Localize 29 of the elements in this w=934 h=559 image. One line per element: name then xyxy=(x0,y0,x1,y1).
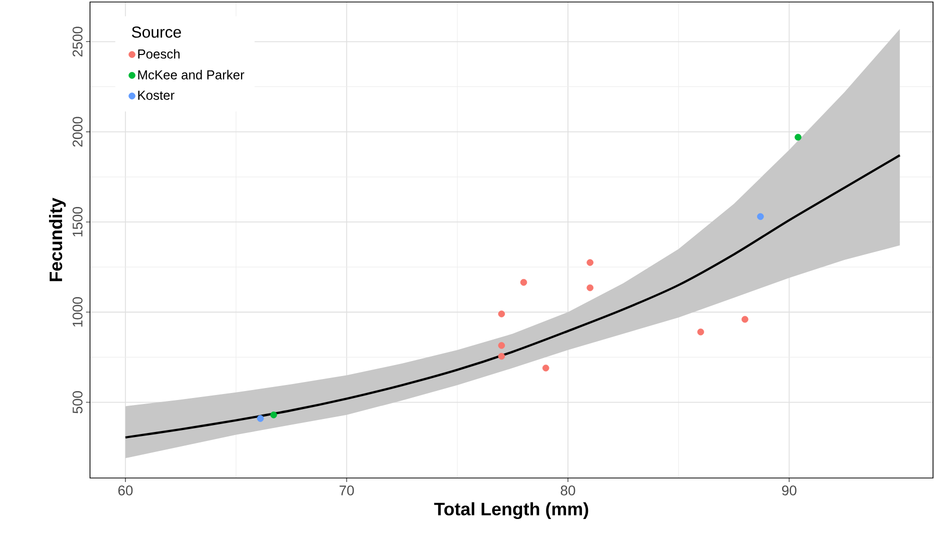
y-axis-title: Fecundity xyxy=(49,198,66,282)
line-series xyxy=(124,154,901,439)
point xyxy=(520,278,528,286)
x-tick-label: 80 xyxy=(560,486,576,496)
legend-label: Poesch xyxy=(138,49,180,59)
point xyxy=(794,134,802,141)
legend-label: Koster xyxy=(138,90,174,100)
point xyxy=(697,328,704,336)
point xyxy=(270,411,278,418)
y-tick-label: 2000 xyxy=(72,116,82,147)
point xyxy=(742,316,748,323)
point xyxy=(498,310,505,318)
x-tick-label: 90 xyxy=(782,486,796,496)
y-tick-label: 1000 xyxy=(72,297,82,327)
legend-label: McKee and Parker xyxy=(138,70,244,80)
x-axis-title: Total Length (mm) xyxy=(434,502,588,520)
point xyxy=(498,352,505,360)
point xyxy=(498,342,505,349)
point xyxy=(542,364,550,372)
point xyxy=(757,213,764,220)
x-tick-label: 70 xyxy=(340,486,354,496)
y-tick-label: 500 xyxy=(72,391,82,414)
point xyxy=(586,284,594,292)
point xyxy=(256,415,264,422)
y-tick-label: 1500 xyxy=(72,206,82,236)
point xyxy=(586,259,594,266)
y-tick-label: 2500 xyxy=(72,26,82,56)
legend-title: Source xyxy=(132,26,181,38)
x-tick-label: 60 xyxy=(118,486,133,496)
